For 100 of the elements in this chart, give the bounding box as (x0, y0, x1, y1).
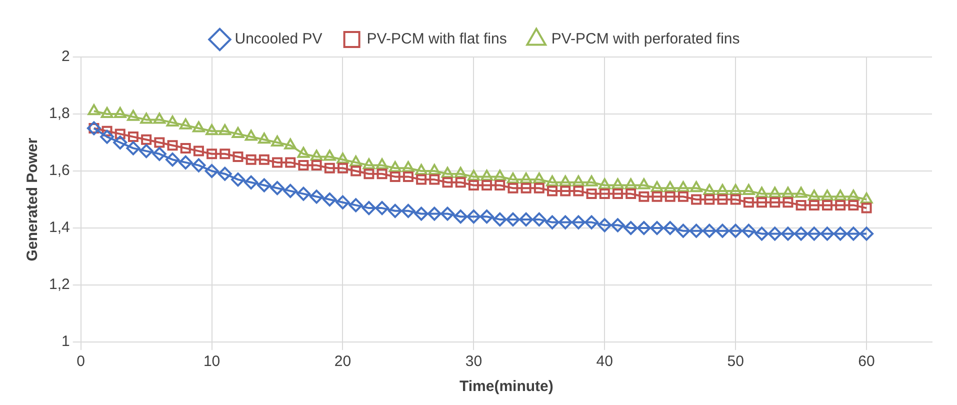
point (154, 137, 165, 148)
point (364, 168, 374, 180)
point (821, 190, 834, 201)
point (388, 204, 402, 218)
point (232, 152, 244, 162)
x-tick-label: 20 (334, 353, 352, 370)
point (428, 164, 441, 175)
point (559, 175, 572, 186)
point (298, 160, 309, 171)
point (780, 226, 795, 241)
point (336, 195, 350, 210)
y-tick-label: 2 (62, 48, 70, 66)
point (192, 121, 205, 132)
point (796, 200, 806, 210)
point (678, 191, 688, 202)
y-tick-label: 1,6 (48, 162, 70, 180)
point (532, 212, 546, 226)
point (782, 186, 794, 198)
point (506, 212, 520, 226)
x-axis-title: Time(minute) (459, 378, 554, 396)
point (676, 224, 690, 238)
point (102, 126, 112, 136)
point (794, 186, 808, 198)
point (468, 180, 479, 190)
point (376, 168, 388, 180)
point (480, 210, 494, 224)
point (442, 177, 453, 188)
point (128, 132, 138, 142)
point (846, 226, 860, 241)
point (166, 152, 180, 167)
point (650, 181, 664, 192)
point (532, 172, 546, 184)
point (754, 226, 769, 241)
point (350, 166, 362, 176)
point (834, 190, 847, 201)
point (743, 197, 754, 208)
point (336, 152, 349, 164)
point (414, 206, 428, 221)
point (114, 107, 126, 118)
point (220, 148, 230, 160)
point (848, 200, 859, 210)
x-tick-label: 10 (203, 353, 220, 370)
point (636, 221, 651, 235)
point (204, 164, 219, 178)
legend-label: Uncooled PV (234, 30, 322, 48)
point (624, 178, 638, 190)
point (441, 166, 454, 178)
point (310, 150, 323, 161)
point (508, 182, 518, 194)
point (545, 215, 560, 230)
point (638, 191, 650, 202)
point (166, 116, 179, 127)
point (558, 215, 572, 230)
x-tick-label: 40 (596, 353, 613, 370)
point (285, 157, 296, 168)
point (206, 148, 218, 160)
point (362, 201, 376, 216)
point (270, 181, 284, 196)
point (612, 178, 624, 190)
point (283, 184, 298, 198)
point (729, 184, 742, 195)
point (480, 170, 493, 181)
point (193, 146, 204, 156)
point (820, 226, 834, 241)
point (272, 157, 283, 168)
y-axis-title: Generated Power (24, 138, 42, 262)
point (768, 186, 782, 198)
point (114, 128, 126, 140)
point (455, 177, 466, 188)
point (180, 142, 191, 154)
point (127, 110, 140, 121)
point (598, 218, 612, 232)
point (454, 166, 467, 178)
point (232, 126, 244, 138)
point (560, 186, 571, 196)
point (388, 161, 402, 172)
point (520, 172, 532, 184)
point (492, 212, 507, 226)
point (322, 192, 337, 206)
point (179, 118, 192, 130)
point (664, 181, 676, 192)
point (822, 200, 832, 210)
point (833, 226, 848, 241)
point (416, 174, 427, 185)
point (429, 174, 440, 185)
point (730, 194, 741, 205)
point (610, 218, 625, 232)
point (402, 171, 414, 182)
point (599, 188, 610, 200)
point (571, 215, 586, 230)
point (835, 200, 846, 210)
point (427, 206, 442, 221)
point (324, 162, 335, 174)
point (756, 186, 768, 198)
point (126, 141, 140, 156)
point (742, 224, 756, 238)
point (467, 170, 480, 181)
point (742, 184, 755, 195)
point (88, 104, 100, 116)
point (494, 180, 506, 190)
